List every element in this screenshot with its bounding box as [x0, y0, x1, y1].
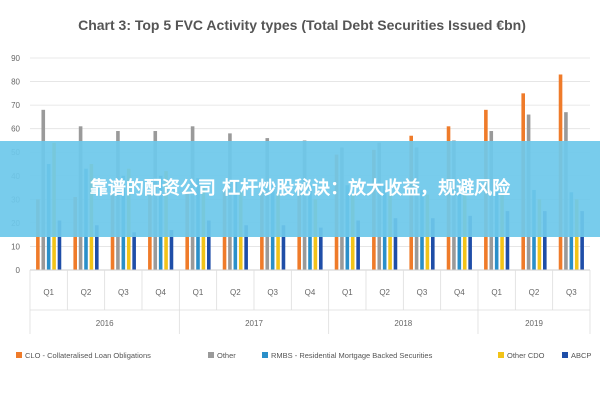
- x-tick-label: Q4: [305, 288, 316, 297]
- legend-swatch: [498, 352, 504, 358]
- bar: [468, 215, 472, 270]
- legend-swatch: [262, 352, 268, 358]
- bar: [132, 232, 136, 270]
- bar: [95, 225, 99, 270]
- x-tick-label: Q4: [155, 288, 166, 297]
- bar: [356, 220, 360, 270]
- bar: [244, 225, 248, 270]
- x-tick-label: Q2: [379, 288, 390, 297]
- x-tick-label: Q4: [454, 288, 465, 297]
- legend: CLO - Collateralised Loan Obligations Oth…: [16, 351, 591, 360]
- bar: [431, 218, 435, 270]
- banner-text: 靠谱的配资公司 杠杆炒股秘诀：放大收益，规避风险: [89, 178, 511, 199]
- bar: [543, 211, 547, 270]
- legend-label: Other CDO: [507, 351, 545, 360]
- legend-label: RMBS - Residential Mortgage Backed Secur…: [271, 351, 433, 360]
- legend-swatch: [562, 352, 568, 358]
- x-tick-label: Q1: [193, 288, 204, 297]
- legend-label: CLO - Collateralised Loan Obligations: [25, 351, 151, 360]
- bar: [580, 211, 584, 270]
- bar: [393, 218, 398, 270]
- x-tick-label: Q3: [417, 288, 428, 297]
- x-axis: Q1 Q2 Q3 Q4 Q1 Q2 Q3 Q4 Q1 Q2 Q3 Q4 Q1 Q2 Q3 2016 2017 20…: [29, 269, 591, 334]
- bar: [169, 229, 174, 270]
- legend-swatch: [208, 352, 214, 358]
- chart-title: Chart 3: Top 5 FVC Activity types (Total…: [78, 17, 526, 33]
- x-tick-label: Q1: [43, 288, 54, 297]
- x-tick-label: Q3: [267, 288, 278, 297]
- bar: [281, 225, 286, 270]
- x-tick-label: Q1: [491, 288, 502, 297]
- y-tick-label: 60: [11, 125, 20, 134]
- year-label: 2018: [394, 319, 412, 328]
- x-tick-label: Q3: [566, 288, 577, 297]
- y-tick-label: 0: [16, 266, 21, 275]
- x-tick-label: Q2: [230, 288, 241, 297]
- bar: [505, 211, 510, 270]
- x-tick-label: Q3: [118, 288, 129, 297]
- x-tick-label: Q2: [81, 288, 92, 297]
- bar: [207, 220, 211, 270]
- legend-swatch: [16, 352, 22, 358]
- bar: [57, 220, 62, 270]
- year-label: 2016: [96, 319, 114, 328]
- x-tick-label: Q2: [529, 288, 540, 297]
- legend-label: Other: [217, 351, 236, 360]
- y-tick-label: 70: [11, 101, 20, 110]
- bar: [319, 227, 323, 270]
- y-tick-label: 10: [11, 242, 20, 251]
- overlay-banner: 靠谱的配资公司 杠杆炒股秘诀：放大收益，规避风险: [0, 141, 600, 237]
- y-tick-label: 80: [11, 78, 20, 87]
- x-tick-label: Q1: [342, 288, 353, 297]
- year-label: 2019: [525, 319, 543, 328]
- legend-label: ABCP: [571, 351, 591, 360]
- y-tick-label: 90: [11, 54, 20, 63]
- year-label: 2017: [245, 319, 263, 328]
